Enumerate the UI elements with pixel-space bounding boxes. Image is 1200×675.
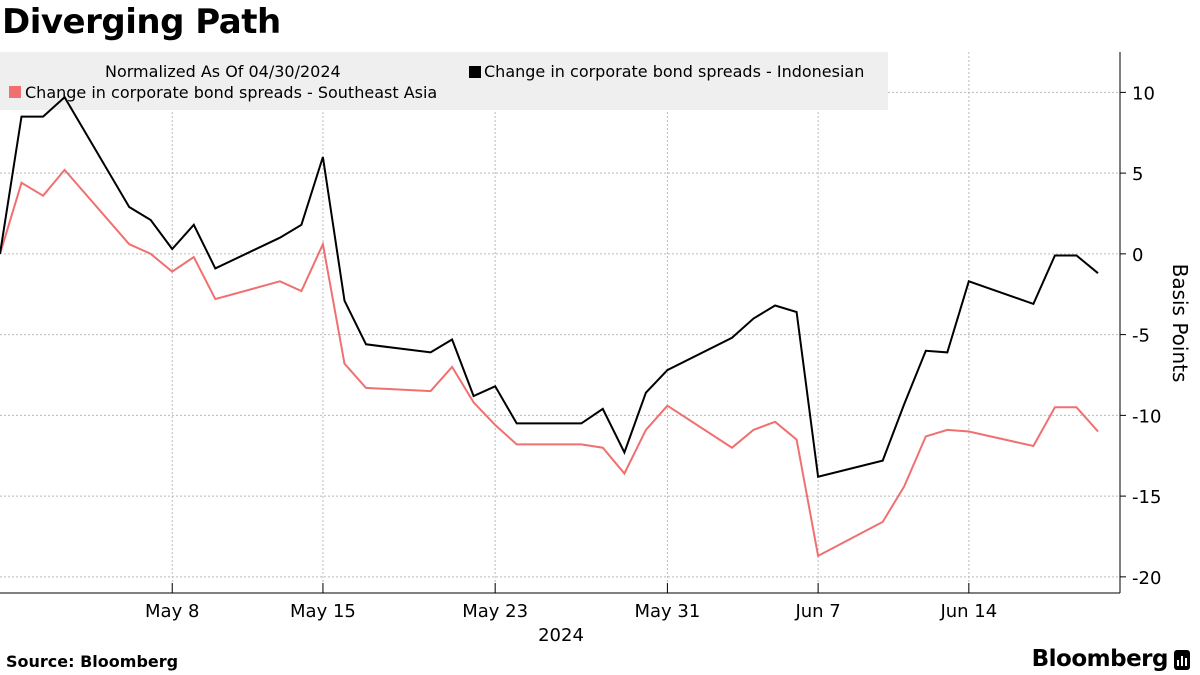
y-tick-label: -20 <box>1132 568 1161 589</box>
legend-swatch-southeast-asia <box>9 86 21 98</box>
legend-label-southeast-asia: Change in corporate bond spreads - South… <box>25 83 437 102</box>
y-tick-label: -15 <box>1132 487 1161 508</box>
chart-bars-icon <box>1174 650 1190 670</box>
axes: 10 5 0 -5 -10 -15 -20 May 8 May 15 May 23 May 31 Ju… <box>0 52 1161 622</box>
legend-note: Normalized As Of 04/30/2024 <box>105 62 341 81</box>
legend-swatch-indonesian <box>469 66 481 78</box>
x-tick-label: Jun 14 <box>939 601 997 622</box>
source-note: Source: Bloomberg <box>6 652 179 671</box>
series-line-southeast-asia <box>0 168 1099 558</box>
x-tick-label: May 15 <box>290 601 356 622</box>
y-tick-label: 10 <box>1132 83 1155 104</box>
x-tick-label: May 31 <box>634 601 700 622</box>
y-tick-label: -10 <box>1132 406 1161 427</box>
x-axis-year-label: 2024 <box>538 625 584 646</box>
y-tick-label: 0 <box>1132 245 1143 266</box>
x-tick-label: May 8 <box>145 601 199 622</box>
x-tick-label: Jun 7 <box>794 601 840 622</box>
chart-title: Diverging Path <box>2 2 281 42</box>
y-tick-label: -5 <box>1132 326 1150 347</box>
y-tick-label: 5 <box>1132 164 1143 185</box>
legend-background <box>0 52 888 110</box>
series-lines <box>0 95 1099 558</box>
series-line-indonesian <box>0 95 1099 478</box>
legend-label-indonesian: Change in corporate bond spreads - Indon… <box>484 62 864 81</box>
legend: Normalized As Of 04/30/2024 Change in co… <box>0 52 888 110</box>
grid-lines <box>0 52 1120 593</box>
x-tick-label: May 23 <box>462 601 528 622</box>
bloomberg-logo: Bloomberg <box>1031 646 1169 672</box>
y-axis-label: Basis Points <box>1168 264 1192 383</box>
